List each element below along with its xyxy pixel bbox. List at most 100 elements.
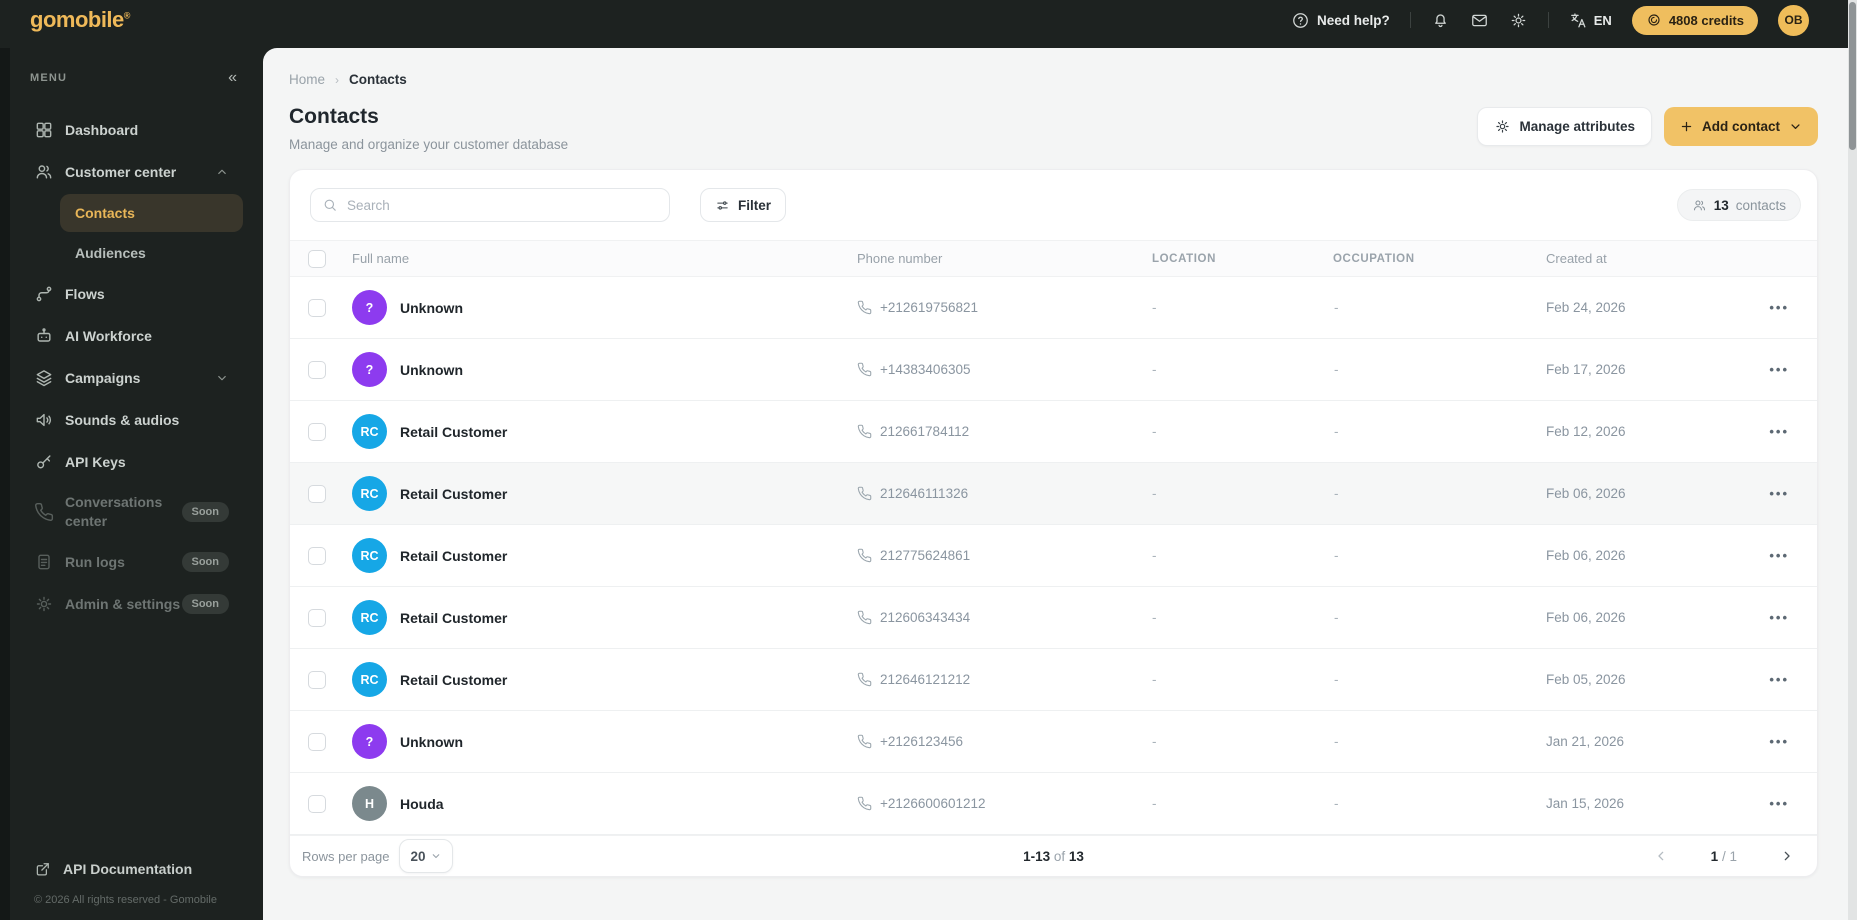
column-header-phone: Phone number bbox=[857, 251, 943, 267]
page-actions: Manage attributes Add contact bbox=[1477, 107, 1818, 146]
row-actions-ellipsis-button[interactable]: ••• bbox=[1769, 362, 1789, 378]
previous-page-chevron-icon[interactable] bbox=[1653, 848, 1669, 864]
contact-name: Retail Customer bbox=[400, 485, 508, 502]
row-checkbox[interactable] bbox=[308, 298, 326, 317]
contact-location: - bbox=[1152, 486, 1157, 502]
add-contact-button[interactable]: Add contact bbox=[1663, 107, 1818, 146]
table-row[interactable]: H Houda +2126600601212 - - Jan 15, 2026 … bbox=[290, 773, 1817, 836]
page-header: Contacts Manage and organize your custom… bbox=[289, 105, 1818, 152]
breadcrumb: Home › Contacts bbox=[289, 72, 1818, 87]
coin-icon bbox=[1646, 12, 1662, 28]
contact-location: - bbox=[1152, 672, 1157, 688]
table-row[interactable]: RC Retail Customer 212646121212 - - Feb … bbox=[290, 649, 1817, 712]
copyright-text: © 2026 All rights reserved - Gomobile bbox=[34, 894, 217, 906]
table-row[interactable]: RC Retail Customer 212646111326 - - Feb … bbox=[290, 463, 1817, 526]
chevron-down-icon bbox=[1788, 119, 1803, 134]
row-actions-ellipsis-button[interactable]: ••• bbox=[1769, 424, 1789, 440]
contacts-count-badge: 13 contacts bbox=[1676, 189, 1801, 221]
need-help-button[interactable]: Need help? bbox=[1291, 11, 1390, 30]
row-actions-ellipsis-button[interactable]: ••• bbox=[1769, 548, 1789, 564]
page-indicator: 1 / 1 bbox=[1710, 848, 1737, 864]
row-checkbox[interactable] bbox=[308, 608, 326, 627]
row-actions-ellipsis-button[interactable]: ••• bbox=[1769, 734, 1789, 750]
row-checkbox[interactable] bbox=[308, 732, 326, 751]
contact-location: - bbox=[1152, 548, 1157, 564]
search-input[interactable] bbox=[310, 188, 670, 222]
sidebar-item-sounds-audios[interactable]: Sounds & audios bbox=[20, 400, 243, 440]
row-checkbox[interactable] bbox=[308, 484, 326, 503]
contact-name: Retail Customer bbox=[400, 547, 508, 564]
contact-occupation: - bbox=[1334, 672, 1339, 688]
phone-icon bbox=[857, 548, 872, 563]
phone-icon bbox=[857, 300, 872, 315]
messages-mail-icon[interactable] bbox=[1470, 11, 1489, 30]
breadcrumb-home[interactable]: Home bbox=[289, 72, 326, 87]
row-checkbox[interactable] bbox=[308, 546, 326, 565]
next-page-chevron-icon[interactable] bbox=[1779, 848, 1795, 864]
sidebar-collapse-button[interactable]: « bbox=[228, 69, 237, 86]
row-actions-ellipsis-button[interactable]: ••• bbox=[1769, 672, 1789, 688]
scrollbar-thumb[interactable] bbox=[1849, 2, 1856, 150]
sidebar-item-conversations-center[interactable]: Conversations center Soon bbox=[20, 484, 243, 540]
row-actions-ellipsis-button[interactable]: ••• bbox=[1769, 796, 1789, 812]
sidebar-item-customer-center[interactable]: Customer center bbox=[20, 152, 243, 192]
filter-button[interactable]: Filter bbox=[700, 188, 787, 222]
row-actions-ellipsis-button[interactable]: ••• bbox=[1769, 486, 1789, 502]
language-switcher[interactable]: EN bbox=[1569, 11, 1612, 30]
credits-pill[interactable]: 4808 credits bbox=[1631, 5, 1758, 35]
table-row[interactable]: ? Unknown +212619756821 - - Feb 24, 2026… bbox=[290, 277, 1817, 340]
contact-phone: 212661784112 bbox=[880, 424, 970, 440]
contact-occupation: - bbox=[1334, 610, 1339, 626]
speaker-icon bbox=[34, 410, 54, 430]
table-row[interactable]: ? Unknown +2126123456 - - Jan 21, 2026 •… bbox=[290, 711, 1817, 774]
sidebar-item-audiences[interactable]: Audiences bbox=[75, 245, 146, 261]
row-checkbox[interactable] bbox=[308, 422, 326, 441]
phone-icon bbox=[857, 610, 872, 625]
sidebar-item-flows[interactable]: Flows bbox=[20, 274, 243, 314]
sidebar-item-contacts[interactable]: Contacts bbox=[60, 194, 243, 232]
phone-icon bbox=[857, 672, 872, 687]
table-row[interactable]: RC Retail Customer 212775624861 - - Feb … bbox=[290, 525, 1817, 588]
settings-gear-icon[interactable] bbox=[1509, 11, 1528, 30]
topbar: gomobile® Need help? EN 4808 credits OB bbox=[0, 0, 1857, 48]
column-header-location: LOCATION bbox=[1152, 252, 1216, 265]
phone-icon bbox=[857, 362, 872, 377]
sidebar-footer: API Documentation © 2026 All rights rese… bbox=[0, 860, 263, 906]
row-checkbox[interactable] bbox=[308, 360, 326, 379]
api-documentation-link[interactable]: API Documentation bbox=[34, 860, 243, 878]
sidebar-item-api-keys[interactable]: API Keys bbox=[20, 442, 243, 482]
contact-created-at: Feb 24, 2026 bbox=[1546, 300, 1626, 316]
sidebar-item-run-logs[interactable]: Run logs Soon bbox=[20, 542, 243, 582]
search-box bbox=[310, 188, 670, 222]
gear-icon bbox=[1494, 118, 1511, 135]
table-row[interactable]: RC Retail Customer 212606343434 - - Feb … bbox=[290, 587, 1817, 650]
table-row[interactable]: ? Unknown +14383406305 - - Feb 17, 2026 … bbox=[290, 339, 1817, 402]
users-icon bbox=[1692, 198, 1707, 213]
rows-per-page-select[interactable]: 20 bbox=[399, 839, 454, 874]
row-checkbox[interactable] bbox=[308, 670, 326, 689]
breadcrumb-separator: › bbox=[335, 72, 340, 87]
contact-avatar: RC bbox=[352, 414, 387, 450]
manage-attributes-button[interactable]: Manage attributes bbox=[1477, 107, 1652, 146]
select-all-checkbox[interactable] bbox=[308, 249, 326, 268]
row-checkbox[interactable] bbox=[308, 794, 326, 813]
breadcrumb-current: Contacts bbox=[349, 72, 407, 87]
row-actions-ellipsis-button[interactable]: ••• bbox=[1769, 300, 1789, 316]
page-scrollbar bbox=[1848, 0, 1857, 920]
user-avatar[interactable]: OB bbox=[1778, 4, 1809, 36]
contact-avatar: RC bbox=[352, 476, 387, 512]
key-icon bbox=[34, 452, 54, 472]
sidebar-item-ai-workforce[interactable]: AI Workforce bbox=[20, 316, 243, 356]
row-actions-ellipsis-button[interactable]: ••• bbox=[1769, 610, 1789, 626]
contact-name: Unknown bbox=[400, 299, 463, 316]
contact-avatar: RC bbox=[352, 538, 387, 574]
sidebar-item-dashboard[interactable]: Dashboard bbox=[20, 110, 243, 150]
chevron-up-icon bbox=[215, 165, 229, 179]
notifications-bell-icon[interactable] bbox=[1431, 11, 1450, 30]
sidebar: MENU « Dashboard Customer center Contact… bbox=[0, 0, 263, 920]
sidebar-item-campaigns[interactable]: Campaigns bbox=[20, 358, 243, 398]
table-row[interactable]: RC Retail Customer 212661784112 - - Feb … bbox=[290, 401, 1817, 464]
contact-phone: +14383406305 bbox=[880, 362, 971, 378]
sidebar-item-admin-settings[interactable]: Admin & settings Soon bbox=[20, 584, 243, 624]
contact-name: Unknown bbox=[400, 733, 463, 750]
